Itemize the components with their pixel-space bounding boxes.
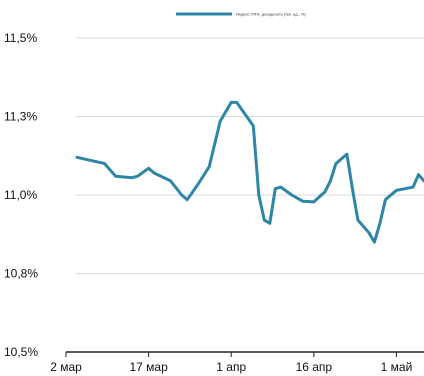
x-tick-label: 1 апр: [216, 360, 246, 374]
series-line: [75, 100, 424, 244]
y-tick-label: 11,3%: [4, 110, 37, 124]
chart-series: [75, 100, 424, 244]
x-tick-label: 1 май: [381, 360, 413, 374]
y-tick-label: 10,5%: [4, 345, 38, 359]
y-axis-tick-labels: 10,5% 10,8% 11,0% 11,3% 11,5%: [4, 31, 38, 359]
chart-legend: Индекс ОФЗ: доходность (тек. ед., %): [176, 12, 306, 17]
x-tick-label: 2 мар: [50, 360, 82, 374]
y-tick-label: 10,8%: [4, 267, 38, 281]
x-axis: 2 мар 17 мар 1 апр 16 апр 1 май: [50, 351, 424, 374]
x-tick-label: 17 мар: [129, 360, 168, 374]
y-tick-label: 11,0%: [4, 188, 37, 202]
x-tick-label: 16 апр: [296, 360, 333, 374]
y-tick-label: 11,5%: [4, 31, 37, 45]
chart-gridlines: [76, 37, 424, 274]
legend-series-label: Индекс ОФЗ: доходность (тек. ед., %): [236, 12, 306, 17]
